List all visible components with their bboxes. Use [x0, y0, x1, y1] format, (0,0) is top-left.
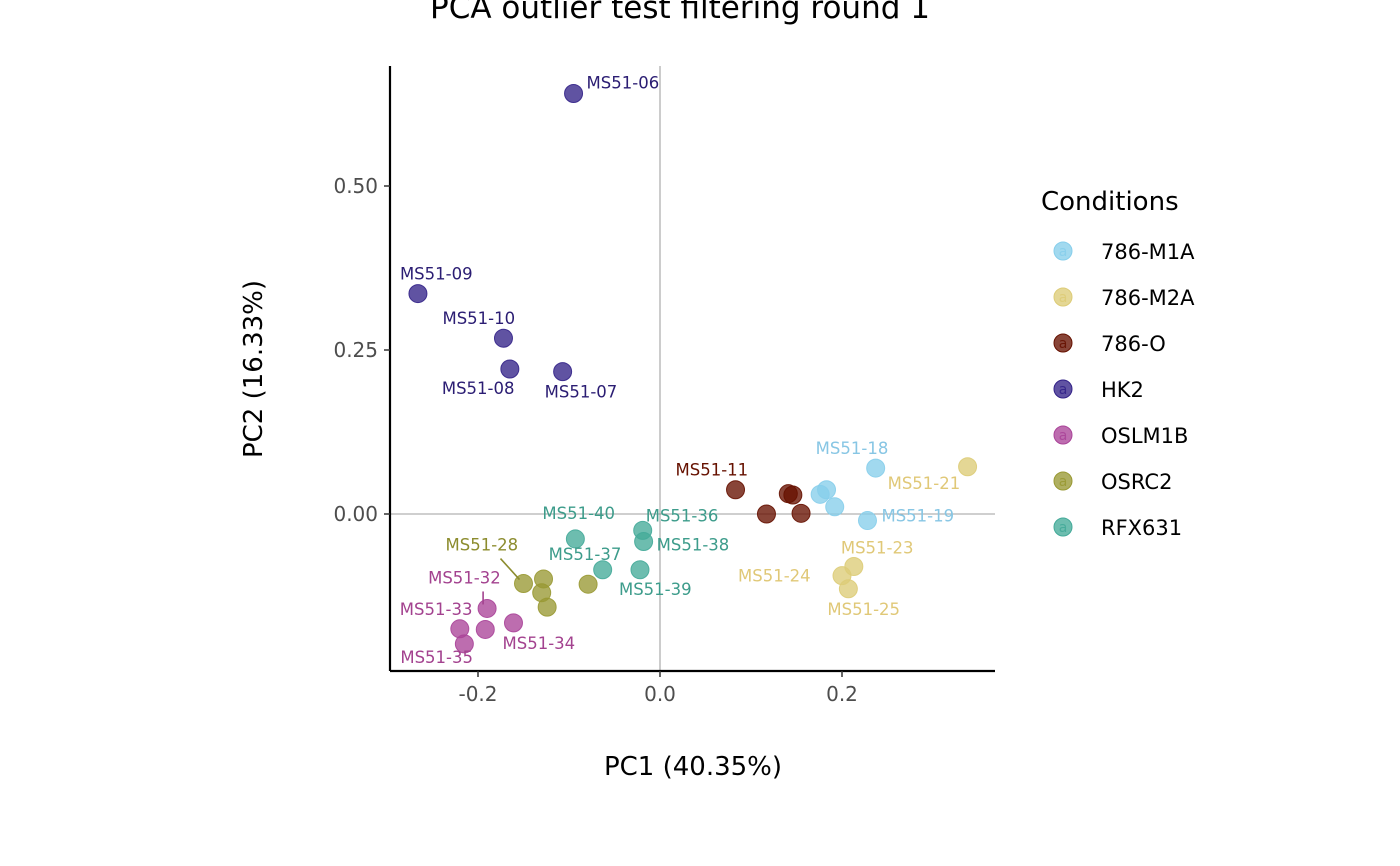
plot-area: -0.2 0.0 0.20.000.250.50MS51-18MS51-19MS51… — [333, 66, 995, 706]
point-label: MS51-28 — [446, 536, 519, 555]
legend-key-glyph: a — [1059, 336, 1068, 352]
y-tick-label: 0.25 — [333, 338, 378, 362]
legend-label: HK2 — [1101, 378, 1144, 402]
series-786-m1a: MS51-18 MS51-19 — [810, 439, 954, 531]
legend-label: OSLM1B — [1101, 424, 1188, 448]
data-point — [553, 362, 573, 382]
legend-item-osrc2: a OSRC2 — [1053, 470, 1172, 494]
point-label: MS51-06 — [587, 74, 660, 93]
legend-key — [1053, 241, 1073, 261]
data-point — [475, 619, 495, 639]
data-point — [810, 484, 830, 504]
point-label: MS51-32 — [428, 568, 501, 587]
legend-item-oslm1b: a OSLM1B — [1053, 424, 1188, 448]
legend-key — [1053, 471, 1073, 491]
point-label: MS51-38 — [657, 536, 730, 555]
legend-title: Conditions — [1041, 187, 1179, 217]
point-label: MS51-37 — [549, 545, 622, 564]
legend-label: OSRC2 — [1101, 470, 1172, 494]
point-label: MS51-19 — [881, 507, 954, 526]
data-point — [564, 84, 584, 104]
legend-item-rfx631: a RFX631 — [1053, 516, 1182, 540]
point-label: MS51-21 — [888, 474, 961, 493]
legend-item-786-m1a: a 786-M1A — [1053, 240, 1195, 264]
x-tick-label: 0.0 — [644, 682, 676, 706]
point-label: MS51-33 — [400, 600, 473, 619]
legend-label: 786-O — [1101, 332, 1166, 356]
data-point — [726, 480, 746, 500]
legend-key — [1053, 379, 1073, 399]
point-label: MS51-39 — [619, 580, 692, 599]
series-oslm1b: MS51-32 MS51-33 MS51-34 MS51-35 — [400, 568, 575, 666]
point-label: MS51-23 — [841, 538, 914, 557]
x-tick-label: 0.2 — [826, 682, 858, 706]
data-point — [756, 504, 776, 524]
label-leader-line — [499, 557, 521, 581]
data-point — [500, 359, 520, 379]
legend-label: 786-M2A — [1101, 286, 1195, 310]
data-point — [866, 458, 886, 478]
legend-label: 786-M1A — [1101, 240, 1195, 264]
data-point — [838, 579, 858, 599]
series-osrc2: MS51-28 — [446, 536, 598, 617]
legend-key-glyph: a — [1059, 382, 1068, 398]
point-label: MS51-36 — [646, 506, 719, 525]
legend-item-hk2: a HK2 — [1053, 378, 1144, 402]
point-label: MS51-40 — [542, 504, 615, 523]
legend-key-glyph: a — [1059, 290, 1068, 306]
point-label: MS51-24 — [738, 567, 811, 586]
point-label: MS51-35 — [400, 648, 473, 667]
y-axis-title: PC2 (16.33%) — [239, 280, 269, 458]
data-point — [791, 503, 811, 523]
data-point — [958, 457, 978, 477]
legend-key-glyph: a — [1059, 244, 1068, 260]
data-point — [477, 598, 497, 618]
data-point — [634, 532, 654, 552]
y-tick-label: 0.00 — [333, 502, 378, 526]
point-label: MS51-10 — [442, 309, 515, 328]
series-hk2: MS51-06 MS51-09 MS51-10 MS51-08 MS51-07 — [400, 74, 659, 402]
chart-title: PCA outlier test filtering round 1 — [430, 0, 930, 26]
data-point — [857, 511, 877, 531]
data-point — [565, 529, 585, 549]
point-label: MS51-07 — [545, 383, 618, 402]
legend-key — [1053, 287, 1073, 307]
series-786-o: MS51-11 — [676, 461, 811, 524]
data-point — [593, 560, 613, 580]
data-point — [578, 574, 598, 594]
x-tick-label: -0.2 — [458, 682, 497, 706]
legend-key-glyph: a — [1059, 428, 1068, 444]
data-point — [408, 284, 428, 304]
data-point — [493, 328, 513, 348]
series-786-m2a: MS51-21 MS51-23 MS51-24 MS51-25 — [738, 457, 978, 619]
legend-key — [1053, 333, 1073, 353]
point-label: MS51-34 — [502, 634, 575, 653]
legend-key-glyph: a — [1059, 474, 1068, 490]
point-label: MS51-09 — [400, 265, 473, 284]
point-label: MS51-08 — [442, 379, 515, 398]
data-point — [454, 634, 474, 654]
data-point — [503, 613, 523, 633]
series-rfx631: MS51-40 MS51-36 MS51-38 MS51-37 MS51-39 — [542, 504, 729, 599]
point-label: MS51-25 — [827, 600, 900, 619]
legend-item-786-m2a: a 786-M2A — [1053, 286, 1195, 310]
data-point — [783, 485, 803, 505]
data-point — [630, 560, 650, 580]
point-label: MS51-11 — [676, 461, 749, 480]
legend-item-786-o: a 786-O — [1053, 332, 1166, 356]
data-point — [825, 497, 845, 517]
y-tick-label: 0.50 — [333, 174, 378, 198]
legend-key — [1053, 425, 1073, 445]
legend-key-glyph: a — [1059, 520, 1068, 536]
legend-key — [1053, 517, 1073, 537]
legend-label: RFX631 — [1101, 516, 1182, 540]
legend: Conditions a 786-M1A a 786-M2A a 786-O a HK2 a OS… — [1041, 187, 1195, 540]
point-label: MS51-18 — [816, 439, 889, 458]
x-axis-title: PC1 (40.35%) — [604, 752, 782, 782]
data-point — [537, 597, 557, 617]
